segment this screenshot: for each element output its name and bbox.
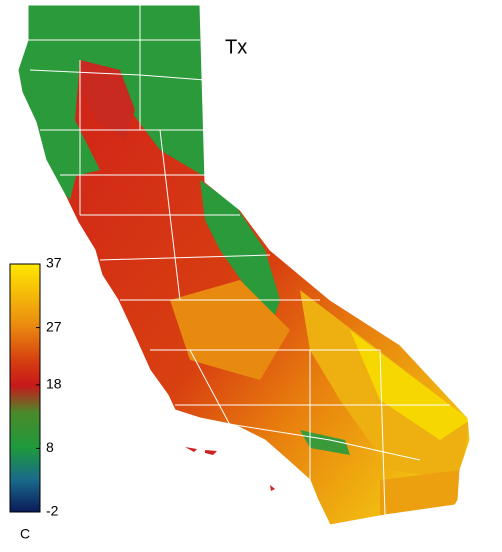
colorbar-tick-label: 18 — [46, 376, 62, 392]
state-outline — [17, 4, 471, 526]
colorbar-tick-label: 37 — [46, 255, 62, 271]
colorbar-tick-label: -2 — [46, 503, 59, 519]
county-lines — [28, 5, 450, 516]
colorbar — [9, 263, 41, 513]
colorbar-unit: C — [20, 526, 30, 542]
islands — [185, 447, 275, 491]
colorbar-tick-label: 8 — [46, 439, 54, 455]
colorbar-tick-label: 27 — [46, 318, 62, 334]
map-title: Tx — [225, 36, 247, 58]
